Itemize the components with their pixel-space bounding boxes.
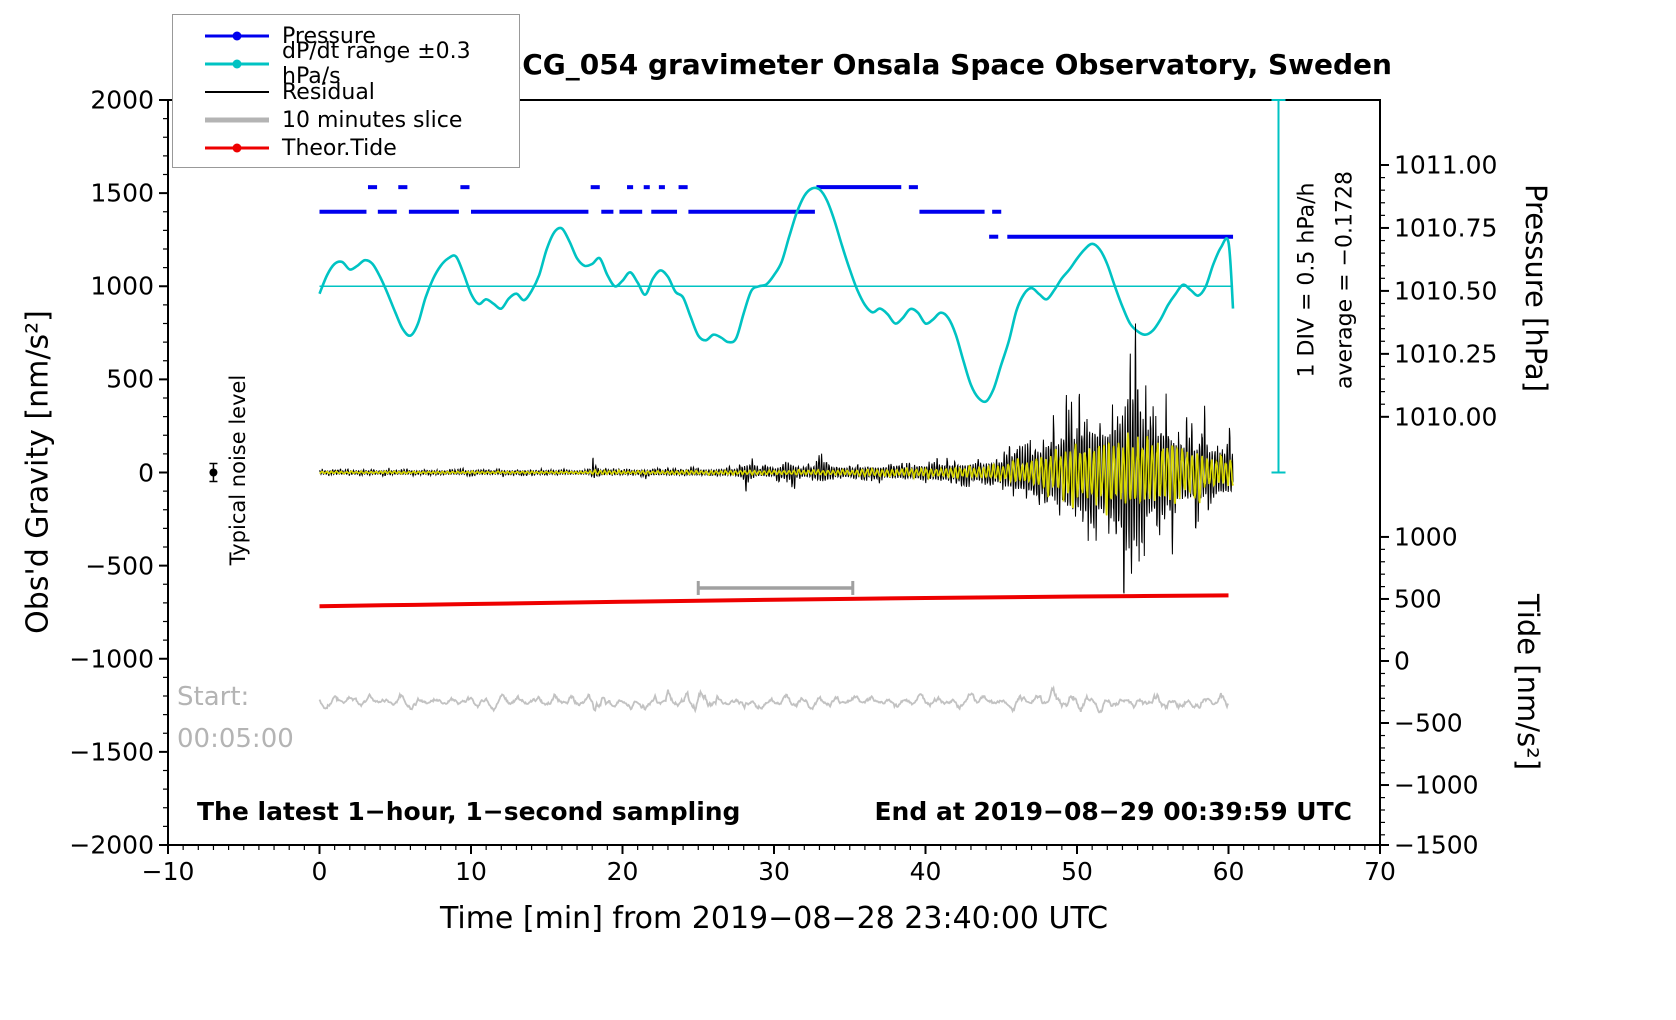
slice-trace (318, 685, 1229, 714)
pressure-tick-label: 1011.00 (1394, 150, 1498, 180)
legend-item-dpdt: dP/dt range ±0.3 hPa/s (205, 39, 519, 89)
legend-label: Residual (282, 79, 375, 105)
dpdt-curve (318, 186, 1235, 404)
x-tick-label: 50 (1061, 857, 1093, 886)
y-left-tick-label: 500 (106, 364, 154, 394)
y-left-tick-label: 1000 (90, 271, 154, 301)
legend: Pressure dP/dt range ±0.3 hPa/s Residual… (172, 14, 520, 168)
page-title: SCG_054 gravimeter Onsala Space Observat… (502, 48, 1392, 81)
legend-item-slice: 10 minutes slice (205, 106, 519, 134)
x-axis-label-time: Time [min] from 2019−08−28 23:40:00 UTC (439, 901, 1109, 936)
dpdt-line-icon (205, 57, 269, 71)
y-left-tick-label: −500 (85, 551, 154, 581)
y-left-tick-label: 0 (138, 458, 154, 487)
y-left-tick-label: 2000 (90, 85, 154, 115)
typical-noise-level-label: Typical noise level (226, 374, 250, 566)
y-left-tick-label: −2000 (69, 830, 154, 860)
residual-trace (319, 323, 1234, 594)
pressure-line-icon (205, 29, 269, 43)
average-label: average = −0.1728 (1332, 171, 1358, 389)
y-axis-label-tide: Tide [nm/s²] (1511, 593, 1545, 771)
y-axis-label-pressure: Pressure [hPa] (1519, 183, 1553, 393)
start-label: Start: (177, 682, 250, 712)
pressure-tick-label: 1010.25 (1394, 339, 1498, 369)
x-tick-label: 60 (1212, 857, 1245, 886)
legend-item-residual: Residual (205, 78, 519, 106)
x-tick-label: −10 (141, 857, 195, 886)
tide-tick-label: −1500 (1394, 830, 1479, 860)
tide-tick-label: −1000 (1394, 770, 1479, 800)
x-tick-label: 0 (311, 857, 328, 886)
pressure-tick-label: 1010.00 (1394, 402, 1498, 432)
residual-filtered-trace (319, 432, 1234, 516)
tide-line-icon (205, 141, 269, 155)
legend-item-pressure: Pressure (205, 22, 519, 50)
residual-line-icon (205, 85, 269, 99)
pressure-tick-label: 1010.50 (1394, 276, 1498, 306)
legend-item-tide: Theor.Tide (205, 134, 519, 162)
x-tick-label: 20 (606, 857, 639, 886)
noise-level-marker (209, 468, 218, 477)
pressure-tick-label: 1010.75 (1394, 213, 1498, 243)
legend-label: 10 minutes slice (282, 107, 463, 133)
tide-tick-label: −500 (1394, 708, 1463, 738)
start-time: 00:05:00 (177, 724, 294, 754)
slice-line-icon (205, 113, 269, 127)
y-left-tick-label: −1500 (69, 737, 154, 767)
legend-label: Pressure (282, 23, 376, 49)
x-tick-label: 30 (758, 857, 790, 886)
y-axis-label-gravity: Obs'd Gravity [nm/s²] (20, 310, 56, 634)
tide-curve (319, 593, 1229, 609)
div-scale-label: 1 DIV = 0.5 hPa/h (1294, 182, 1320, 378)
y-left-tick-label: 1500 (90, 178, 154, 208)
tide-tick-label: 0 (1394, 646, 1410, 676)
x-tick-label: 10 (455, 857, 487, 886)
x-tick-label: 40 (909, 857, 942, 886)
x-tick-label: 70 (1364, 857, 1396, 886)
y-left-tick-label: −1000 (69, 644, 154, 674)
legend-label: dP/dt range ±0.3 hPa/s (282, 39, 471, 89)
legend-label: Theor.Tide (282, 135, 397, 161)
tide-tick-label: 500 (1394, 584, 1442, 614)
tide-tick-label: 1000 (1394, 522, 1458, 552)
sampling-note: The latest 1−hour, 1−second sampling (197, 797, 741, 826)
end-time-note: End at 2019−08−29 00:39:59 UTC (874, 797, 1352, 826)
